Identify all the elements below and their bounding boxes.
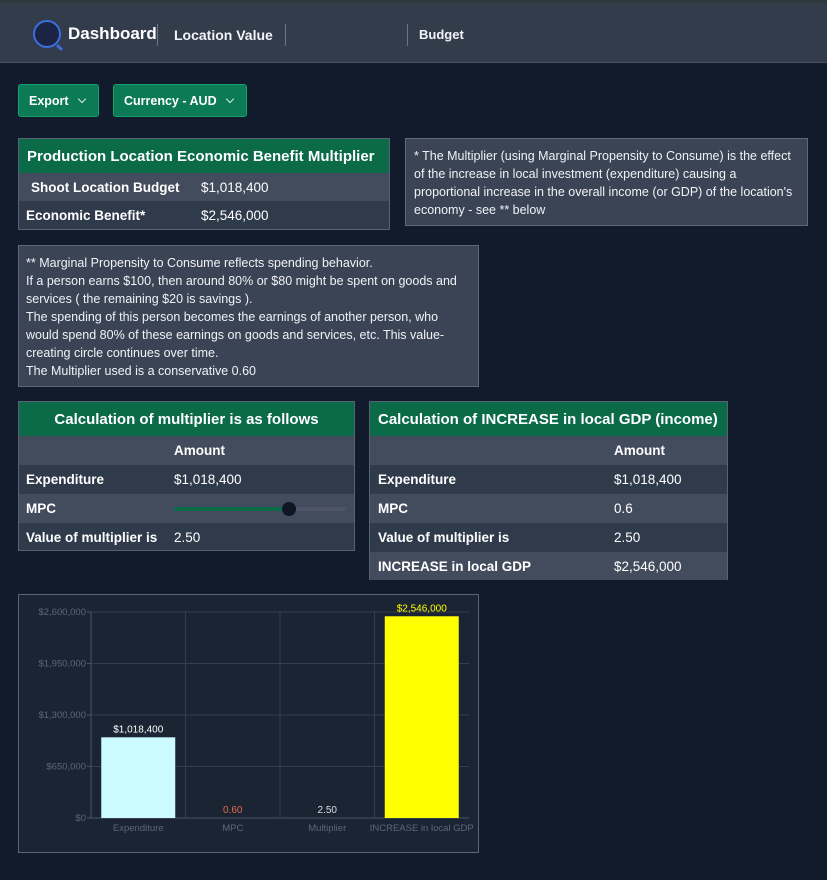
export-button[interactable]: Export bbox=[18, 84, 99, 117]
x-tick-label: MPC bbox=[222, 823, 243, 834]
summary-row: Economic Benefit* $2,546,000 bbox=[19, 201, 389, 229]
export-button-label: Export bbox=[29, 93, 69, 108]
chevron-down-icon bbox=[77, 94, 86, 103]
x-tick-label: Expenditure bbox=[113, 823, 164, 834]
bar-data-label: 0.60 bbox=[223, 805, 243, 816]
table-row: Expenditure $1,018,400 bbox=[19, 465, 354, 494]
bar-data-label: $1,018,400 bbox=[113, 724, 163, 735]
summary-value: $1,018,400 bbox=[201, 179, 269, 195]
mpc-note-line: The spending of this person becomes the … bbox=[26, 310, 445, 360]
multiplier-value: 2.50 bbox=[174, 530, 201, 545]
brand-dashboard[interactable]: Dashboard bbox=[68, 24, 157, 43]
q-logo-icon[interactable] bbox=[33, 20, 61, 48]
bar bbox=[101, 737, 176, 818]
gdp-row-label: INCREASE in local GDP bbox=[378, 558, 532, 574]
nav-divider bbox=[157, 24, 158, 46]
gdp-row-label: Expenditure bbox=[378, 472, 457, 487]
economic-benefit-summary: Production Location Economic Benefit Mul… bbox=[18, 138, 390, 230]
bar-data-label: $2,546,000 bbox=[397, 603, 447, 614]
bar bbox=[384, 616, 459, 818]
bar-data-label: 2.50 bbox=[318, 805, 338, 816]
nav-link-location-value[interactable]: Location Value bbox=[174, 27, 273, 43]
y-tick-label: $650,000 bbox=[46, 762, 86, 773]
mpc-footnote: ** Marginal Propensity to Consume reflec… bbox=[18, 245, 479, 387]
summary-value: $2,546,000 bbox=[201, 207, 269, 223]
gdp-row-value: 0.6 bbox=[614, 501, 633, 516]
summary-label: Shoot Location Budget bbox=[31, 179, 180, 195]
mpc-slider-thumb[interactable] bbox=[281, 501, 296, 516]
summary-bar-chart: $0 $650,000 $1,300,000 $1,950,000 $2,600,000… bbox=[18, 594, 479, 853]
gdp-row-label: MPC bbox=[378, 501, 408, 516]
gdp-row-value: $1,018,400 bbox=[614, 472, 682, 487]
nav-divider bbox=[285, 24, 286, 46]
mpc-note-line: If a person earns $100, then around 80% … bbox=[26, 274, 457, 306]
multiplier-calc-title: Calculation of multiplier is as follows bbox=[19, 402, 354, 436]
multiplier-calculation: Calculation of multiplier is as follows … bbox=[18, 401, 355, 551]
mpc-note-line: ** Marginal Propensity to Consume reflec… bbox=[26, 256, 373, 270]
gdp-row-value: 2.50 bbox=[614, 530, 641, 545]
table-row: Expenditure $1,018,400 bbox=[370, 465, 727, 494]
y-tick-label: $1,950,000 bbox=[38, 659, 86, 670]
gdp-row-value: $2,546,000 bbox=[614, 558, 682, 574]
multiplier-label: Value of multiplier is bbox=[26, 530, 158, 545]
summary-row: Shoot Location Budget $1,018,400 bbox=[19, 173, 389, 201]
y-tick-label: $0 bbox=[75, 813, 86, 824]
amount-header: Amount bbox=[174, 443, 225, 458]
summary-title: Production Location Economic Benefit Mul… bbox=[19, 139, 389, 173]
table-row: INCREASE in local GDP $2,546,000 bbox=[370, 552, 727, 580]
currency-dropdown[interactable]: Currency - AUD bbox=[113, 84, 247, 117]
table-header-row: Amount bbox=[19, 436, 354, 465]
summary-label: Economic Benefit* bbox=[26, 207, 146, 223]
mpc-label: MPC bbox=[26, 501, 56, 516]
table-header-row: Amount bbox=[370, 436, 727, 465]
amount-header: Amount bbox=[614, 443, 665, 458]
table-row: Value of multiplier is 2.50 bbox=[370, 523, 727, 552]
nav-link-budget[interactable]: Budget bbox=[419, 27, 464, 42]
gdp-calc-title: Calculation of INCREASE in local GDP (in… bbox=[370, 402, 727, 436]
mpc-note-line: The Multiplier used is a conservative 0.… bbox=[26, 364, 256, 378]
mpc-slider-fill bbox=[174, 506, 289, 511]
multiplier-footnote: * The Multiplier (using Marginal Propens… bbox=[405, 138, 808, 226]
y-tick-label: $2,600,000 bbox=[38, 607, 86, 618]
x-tick-label: INCREASE in local GDP bbox=[370, 823, 474, 834]
nav-divider bbox=[407, 24, 408, 46]
bar-chart-svg: $0 $650,000 $1,300,000 $1,950,000 $2,600,000… bbox=[38, 603, 474, 834]
expenditure-value: $1,018,400 bbox=[174, 472, 242, 487]
expenditure-label: Expenditure bbox=[26, 472, 105, 487]
x-tick-label: Multiplier bbox=[308, 823, 346, 834]
gdp-row-label: Value of multiplier is bbox=[378, 530, 510, 545]
chevron-down-icon bbox=[225, 94, 234, 103]
y-tick-label: $1,300,000 bbox=[38, 710, 86, 721]
mpc-slider[interactable] bbox=[174, 501, 346, 516]
table-row: MPC bbox=[19, 494, 354, 523]
table-row: MPC 0.6 bbox=[370, 494, 727, 523]
top-nav: Dashboard Location Value Budget bbox=[0, 0, 827, 63]
gdp-calculation: Calculation of INCREASE in local GDP (in… bbox=[369, 401, 728, 580]
table-row: Value of multiplier is 2.50 bbox=[19, 523, 354, 552]
currency-dropdown-label: Currency - AUD bbox=[124, 93, 217, 108]
